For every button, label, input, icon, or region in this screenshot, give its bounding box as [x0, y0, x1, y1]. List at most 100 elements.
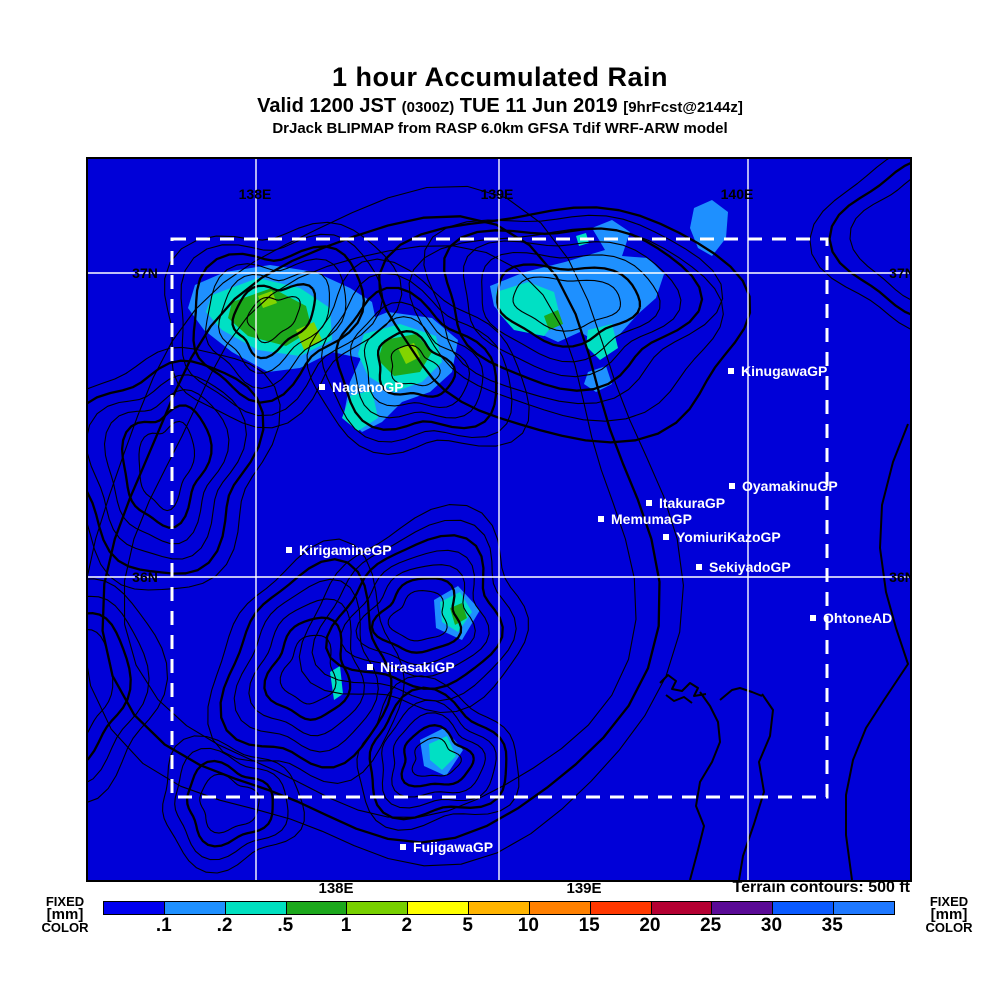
station-label: FujigawaGP: [413, 839, 493, 855]
colorbar-segment: [712, 902, 774, 914]
units-color-label: COLOR: [925, 920, 973, 935]
terrain-contour: [400, 724, 475, 788]
coastline: [665, 694, 693, 704]
bottom-longitude-label: 139E: [566, 880, 602, 897]
terrain-contour: [103, 389, 230, 545]
station-dot: [319, 384, 325, 390]
terrain-contour: [387, 590, 448, 642]
terrain-contour: [828, 162, 910, 316]
terrain-contour: [88, 346, 281, 591]
terrain-contour: [88, 185, 684, 867]
terrain-contour: [88, 611, 132, 761]
longitude-label: 139E: [481, 186, 514, 202]
station-label: YomiuriKazoGP: [676, 529, 781, 545]
colorbar-tick-label: 25: [700, 915, 722, 936]
rain-map-canvas[interactable]: 138E 139E 140E 37N 37N 36N 36N NaganoGP Kinugawa…: [88, 159, 910, 880]
terrain-contour: [199, 773, 260, 834]
colorbar: [103, 901, 895, 915]
station-dot: [729, 483, 735, 489]
station-label: KinugawaGP: [741, 363, 827, 379]
terrain-contour: [849, 179, 910, 300]
units-mm-label: [mm]: [930, 906, 968, 923]
terrain-contour: [185, 759, 274, 848]
terrain-contour: [162, 735, 305, 874]
terrain-contour: [88, 629, 114, 734]
map-area[interactable]: 138E 139E 140E 37N 37N 36N 36N NaganoGP Kinugawa…: [86, 157, 912, 882]
colorbar-segment: [469, 902, 530, 914]
terrain-contour: [219, 558, 393, 769]
coastline: [719, 687, 763, 701]
units-fixed-label: FIXED: [45, 894, 85, 909]
rain-patch-L3: [544, 310, 563, 330]
rain-patch-L4: [258, 291, 277, 308]
terrain-contour: [512, 276, 621, 332]
terrain-contour: [462, 240, 682, 378]
station-label: MemumaGP: [611, 511, 692, 527]
terrain-contour: [390, 344, 441, 387]
colorbar-segment: [651, 902, 713, 914]
colorbar-segment: [286, 902, 348, 914]
valid-date: TUE 11 Jun 2019: [459, 95, 618, 117]
colorbar-units-right: FIXED [mm] COLOR: [914, 895, 984, 934]
station-dot: [400, 844, 406, 850]
terrain-contour: [101, 215, 661, 844]
terrain-note: Terrain contours: 500 ft: [732, 879, 910, 896]
terrain-contour: [349, 301, 484, 419]
rain-patch-L4: [398, 343, 420, 364]
terrain-contour: [88, 359, 265, 575]
station-dot: [663, 534, 669, 540]
colorbar-segment: [104, 902, 165, 914]
terrain-contour: [321, 272, 513, 443]
station-label: NirasakiGP: [380, 659, 455, 675]
rain-patch-L3: [450, 603, 467, 625]
latitude-label: 37N: [889, 265, 910, 281]
colorbar-tick-label: 2: [401, 915, 413, 936]
longitude-label: 138E: [239, 186, 272, 202]
terrain-contour: [368, 686, 508, 821]
forecast-tag: [9hrFcst@2144z]: [623, 99, 743, 116]
terrain-contour: [88, 374, 247, 560]
station-dot: [810, 615, 816, 621]
colorbar-units-left: FIXED [mm] COLOR: [30, 895, 100, 934]
page-title: 1 hour Accumulated Rain: [331, 62, 669, 92]
terrain-contour: [423, 214, 724, 405]
rain-patch-L2: [429, 736, 456, 770]
terrain-contour: [378, 206, 752, 444]
latitude-label: 36N: [132, 569, 158, 585]
rain-patch-L4: [296, 322, 322, 350]
terrain-contour: [370, 577, 463, 654]
latitude-label: 36N: [889, 569, 910, 585]
coastline: [659, 674, 707, 697]
coastline: [845, 423, 909, 880]
terrain-contour: [325, 534, 504, 690]
terrain-contour: [481, 251, 661, 363]
station-label: OhtoneAD: [823, 610, 892, 626]
rain-patch-L1: [690, 200, 728, 256]
colorbar-tick-label: 35: [821, 915, 843, 936]
colorbar-tick-label: 15: [578, 915, 600, 936]
colorbar-tick-label: .2: [216, 915, 233, 936]
domain-boundary-box: [170, 237, 829, 799]
terrain-contour: [123, 245, 637, 818]
colorbar-segment: [834, 902, 894, 914]
colorbar-tick-label: .5: [277, 915, 294, 936]
valid-zulu: (0300Z): [401, 99, 455, 116]
colorbar-segment: [408, 902, 470, 914]
terrain-contour: [363, 316, 471, 409]
terrain-contour: [298, 504, 529, 714]
terrain-contour: [391, 712, 486, 798]
terrain-contour: [207, 538, 405, 784]
terrain-contour: [174, 747, 289, 861]
latitude-label: 37N: [132, 265, 158, 281]
terrain-contour: [311, 519, 517, 702]
colorbar-segment: [773, 902, 835, 914]
colorbar-segment: [529, 902, 591, 914]
terrain-contour: [376, 330, 457, 398]
colorbar-ticks: .1.2.5 1 2 5 10 15 20 25 30 35: [103, 915, 893, 939]
terrain-contour: [355, 564, 476, 666]
terrain-contour: [138, 420, 196, 512]
colorbar-tick-label: .1: [155, 915, 172, 936]
colorbar-tick-label: 5: [462, 915, 473, 936]
model-line: DrJack BLIPMAP from RASP 6.0km GFSA Tdif…: [272, 120, 728, 137]
